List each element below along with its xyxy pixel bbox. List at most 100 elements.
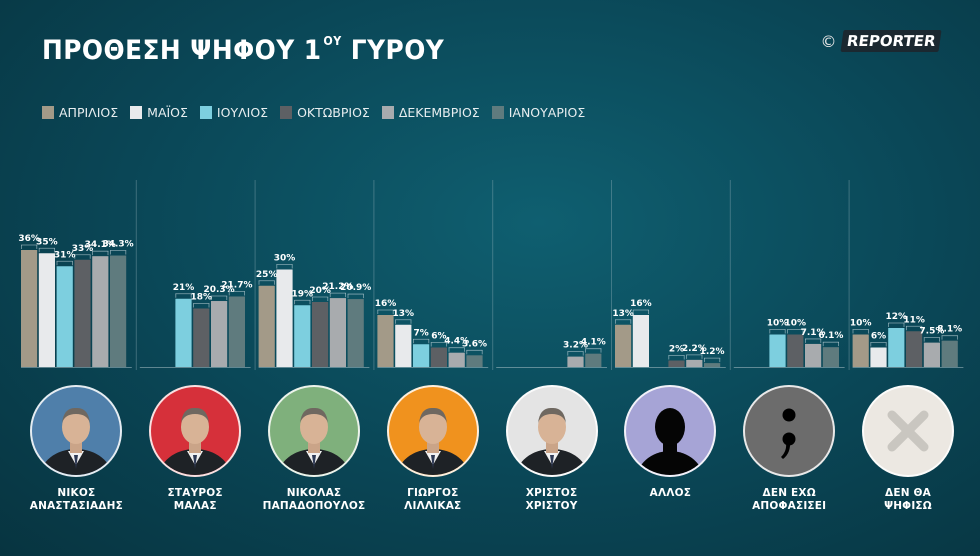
candidate: ΧΡΙΣΤΟΣ ΧΡΙΣΤΟΥ (493, 385, 611, 513)
data-label: 2.2% (682, 344, 707, 354)
data-label: 16% (630, 299, 652, 309)
bar (377, 315, 394, 367)
candidate-name-line: ΑΠΟΦΑΣΙΣΕΙ (752, 500, 827, 512)
data-label: 36% (18, 234, 40, 244)
candidate-name: ΝΙΚΟΛΑΣ ΠΑΠΑΔΟΠΟΥΛΟΣ (255, 487, 373, 513)
legend-item: ΙΟΥΛΙΟΣ (199, 105, 269, 120)
data-label: 3.2% (563, 341, 588, 351)
bar (258, 285, 275, 367)
data-label: 19% (292, 289, 314, 299)
data-label: 7.5% (919, 327, 944, 337)
bar (395, 324, 412, 367)
bar (466, 355, 483, 367)
legend-swatch (280, 106, 293, 119)
legend-swatch (491, 106, 504, 119)
data-label: 16% (375, 299, 397, 309)
page-title: ΠΡΟΘΕΣΗ ΨΗΦΟΥ 1 ΟΥ ΓΥΡΟΥ (42, 34, 445, 66)
data-label: 20% (309, 286, 331, 296)
silhouette-icon (624, 385, 717, 477)
bar (686, 359, 703, 367)
person-photo-icon (30, 385, 123, 477)
data-label: 6% (871, 332, 886, 342)
bar (312, 302, 329, 367)
bar (769, 334, 786, 367)
legend-item: ΟΚΤΩΒΡΙΟΣ (280, 105, 370, 120)
bar (615, 324, 632, 367)
cross-icon (862, 385, 954, 477)
bar (888, 328, 905, 367)
data-label: 13% (393, 309, 415, 319)
data-label: 10% (850, 319, 872, 329)
legend-item: ΔΕΚΕΜΒΡΙΟΣ (381, 105, 480, 120)
data-label: 34.3% (102, 240, 133, 250)
data-label: 12% (886, 312, 908, 322)
bar (21, 250, 38, 367)
candidate-name: ΓΙΩΡΓΟΣ ΛΙΛΛΙΚΑΣ (374, 487, 492, 513)
bar (294, 305, 311, 367)
data-label: 21% (173, 283, 195, 293)
legend-label: ΙΟΥΛΙΟΣ (216, 105, 269, 120)
bar (92, 256, 109, 367)
legend-label: ΜΑΪΟΣ (147, 105, 188, 120)
bar (448, 352, 465, 367)
bar (211, 301, 228, 367)
bar (74, 259, 91, 367)
legend-item: ΜΑΪΟΣ (130, 105, 188, 120)
bar (585, 353, 602, 367)
bar (430, 347, 447, 367)
data-label: 10% (785, 319, 807, 329)
data-label: 10% (767, 319, 789, 329)
bar (805, 343, 822, 367)
candidate-name-line: ΛΙΛΛΙΚΑΣ (404, 500, 462, 512)
candidate-name-line: ΓΙΩΡΓΟΣ (407, 487, 459, 499)
candidate-name-line: ΜΑΛΑΣ (173, 500, 217, 512)
candidate: ΝΙΚΟΛΑΣ ΠΑΠΑΔΟΠΟΥΛΟΣ (255, 385, 373, 513)
person-photo-icon (505, 385, 598, 477)
bar (632, 315, 649, 367)
legend-swatch (381, 106, 394, 119)
bar (668, 360, 685, 367)
candidate-name-line: ΔΕΝ ΕΧΩ (762, 487, 816, 499)
bar (822, 347, 839, 367)
bar (228, 296, 245, 367)
data-label: 4.1% (581, 338, 606, 348)
bar (175, 298, 192, 367)
data-label: 20.3% (203, 285, 234, 295)
candidate-name-line: ΨΗΦΙΣΩ (884, 500, 932, 512)
bar (38, 253, 55, 367)
person-photo-icon (149, 385, 242, 477)
chart-legend: ΑΠΡΙΛΙΟΣ ΜΑΪΟΣ ΙΟΥΛΙΟΣ ΟΚΤΩΒΡΙΟΣ ΔΕΚΕΜΒΡΙΟΣ Ι… (42, 105, 585, 120)
data-label: 8.1% (937, 325, 962, 335)
bar (787, 334, 804, 367)
person-photo-icon (268, 385, 360, 477)
bar (193, 308, 210, 367)
data-label: 34.1% (85, 240, 116, 250)
data-label: 18% (191, 293, 213, 303)
bar (413, 344, 430, 367)
candidate-name: ΝΙΚΟΣ ΑΝΑΣΤΑΣΙΑΔΗΣ (17, 487, 135, 513)
person-photo-icon (386, 385, 479, 477)
bar (110, 255, 127, 367)
legend-label: ΑΠΡΙΛΙΟΣ (59, 105, 119, 120)
bar (941, 340, 958, 367)
data-label: 11% (903, 315, 925, 325)
legend-swatch (130, 106, 143, 119)
semicolon-icon (743, 385, 836, 477)
legend-label: ΔΕΚΕΜΒΡΙΟΣ (398, 105, 480, 120)
candidate-name-line: ΠΑΠΑΔΟΠΟΥΛΟΣ (262, 500, 366, 512)
data-label: 7% (413, 328, 428, 338)
data-label: 6% (431, 332, 446, 342)
candidate-name-line: ΧΡΙΣΤΟΣ (525, 487, 578, 499)
candidate-name: ΔΕΝ ΕΧΩ ΑΠΟΦΑΣΙΣΕΙ (730, 487, 848, 513)
candidate-name-line: ΝΙΚΟΣ (57, 487, 96, 499)
data-label: 25% (256, 270, 278, 280)
data-label: 13% (612, 309, 634, 319)
data-label: 7.1% (801, 328, 826, 338)
legend-swatch (42, 106, 54, 119)
bar (567, 356, 584, 367)
data-label: 4.4% (444, 337, 469, 347)
candidate-name-line: ΑΝΑΣΤΑΣΙΑΔΗΣ (29, 500, 123, 512)
candidate-name-line: ΝΙΚΟΛΑΣ (286, 487, 342, 499)
candidate: ΔΕΝ ΘΑ ΨΗΦΙΣΩ (849, 385, 967, 513)
bar (347, 299, 364, 367)
